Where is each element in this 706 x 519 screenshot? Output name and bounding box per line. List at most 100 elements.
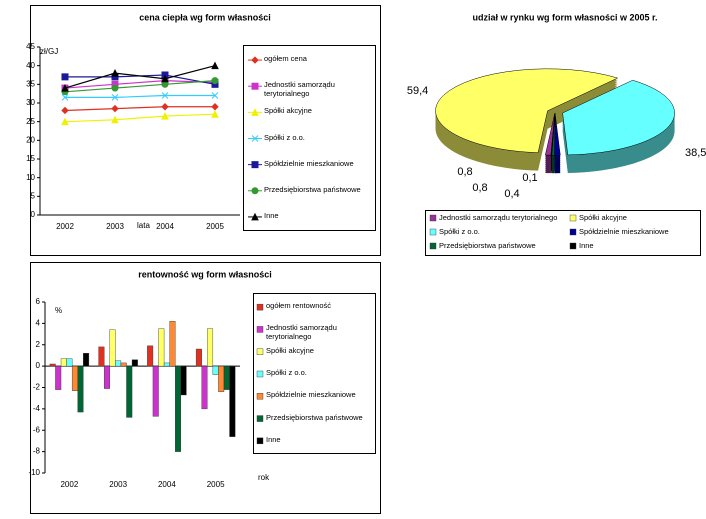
legend-swatch [569,214,577,222]
legend-label: Spółki z o.o. [439,227,480,236]
legend-swatch [256,393,264,400]
legend-label: Spółki akcyjne [579,213,627,222]
legend-label-box: Spółki z o.o. [264,134,305,142]
legend-label: ogółem rentowność [266,302,332,311]
bar [229,365,236,437]
point [211,77,219,85]
legend-label: Przedsiębiorstwa państwowe [439,241,536,250]
x-axis-label: lata [137,221,150,230]
legend-label: Spółki akcyjne [266,346,314,355]
bar [223,365,230,390]
legend-label-box: Spółki z o.o. [266,369,307,377]
y-tick-label: 0 [31,210,36,219]
data-label: 38,5 [685,147,706,159]
legend-swatch [569,242,577,250]
legend-label-box: Przedsiębiorstwa państwowe [266,413,363,422]
point [161,103,169,111]
legend-swatch [429,228,437,236]
y-tick-label: 6 [36,297,41,306]
legend-marker [251,161,259,169]
point [111,69,119,77]
point [161,74,169,83]
bar [66,358,73,367]
bar [103,365,110,389]
y-tick-label: 40 [26,61,35,70]
x-tick-label: 2003 [109,480,127,489]
legend-frame [253,293,376,454]
bar [169,321,176,367]
x-tick-label: 2004 [158,480,176,489]
bar [115,360,122,367]
legend-label: Spółdzielnie mieszkaniowe [264,159,354,168]
line [64,113,216,123]
data-label: 0,4 [504,188,519,200]
y-tick-label: -8 [33,447,41,456]
bar [131,359,138,367]
point [211,110,219,118]
bar [152,365,159,417]
legend-label: Przedsiębiorstwa państwowe [266,413,363,422]
point [161,80,169,88]
bar [98,346,105,367]
legend-swatch [256,370,264,378]
y-tick-label: -2 [33,383,41,392]
bar [83,353,90,367]
legend-label: Spółdzielnie mieszkaniowe [266,391,356,400]
point [61,83,69,92]
bar [180,365,187,396]
legend-label: Jednostki samorządu terytorialnego [266,324,337,341]
legend-label: Inne [579,241,594,250]
x-tick-label: 2005 [206,222,224,231]
legend-label: Spółdzielnie mieszkaniowe [579,227,669,236]
chart-frame [30,5,381,256]
legend-swatch [429,242,437,250]
x-tick-label: 2003 [106,222,124,231]
point [111,84,119,92]
y-tick-label: 45 [26,42,35,51]
line [64,106,215,112]
legend-label-box: Spółdzielnie mieszkaniowe [264,159,354,168]
bar [126,365,133,418]
bar [212,365,219,375]
y-tick-label: 25 [26,117,35,126]
legend-swatch [256,326,264,333]
legend-label-box: Spółki akcyjne [266,346,314,355]
bar [109,329,116,367]
line [64,65,216,89]
pie-slice [562,79,675,156]
pie-slice [550,113,556,156]
legend-marker [251,108,259,116]
legend-label: Inne [264,211,279,220]
legend-marker [251,135,259,142]
bar [158,328,165,367]
bar [71,365,78,391]
y-tick-label: 20 [26,135,35,144]
legend-swatch [256,303,264,311]
y-tick-label: 2 [36,340,41,349]
data-label: 0,1 [522,172,537,184]
legend-frame [425,210,701,256]
legend-label-box: Inne [266,435,281,444]
y-tick-label: 35 [26,79,35,88]
point [111,94,119,101]
legend-marker [251,187,259,195]
legend-label: Jednostki samorządu terytorialnego [439,213,557,222]
y-tick-label: 30 [26,98,35,107]
legend-label-box: ogółem cena [264,55,307,64]
legend-label-box: Inne [264,211,279,220]
legend-label: Inne [266,435,281,444]
y-axis-label: zł/GJ [40,47,58,56]
legend-label-box: Spółdzielnie mieszkaniowe [266,391,356,400]
legend-label: ogółem cena [264,55,307,64]
bar [120,362,127,367]
chart-title: cena ciepła wg form własności [139,12,271,22]
bar [195,348,202,367]
chart-title: rentowność wg form własności [138,269,272,279]
legend-label: Przedsiębiorstwa państwowe [264,185,361,194]
bar [207,328,214,367]
legend-swatch [256,415,264,422]
bar [201,365,208,410]
x-axis-label: rok [258,473,270,482]
